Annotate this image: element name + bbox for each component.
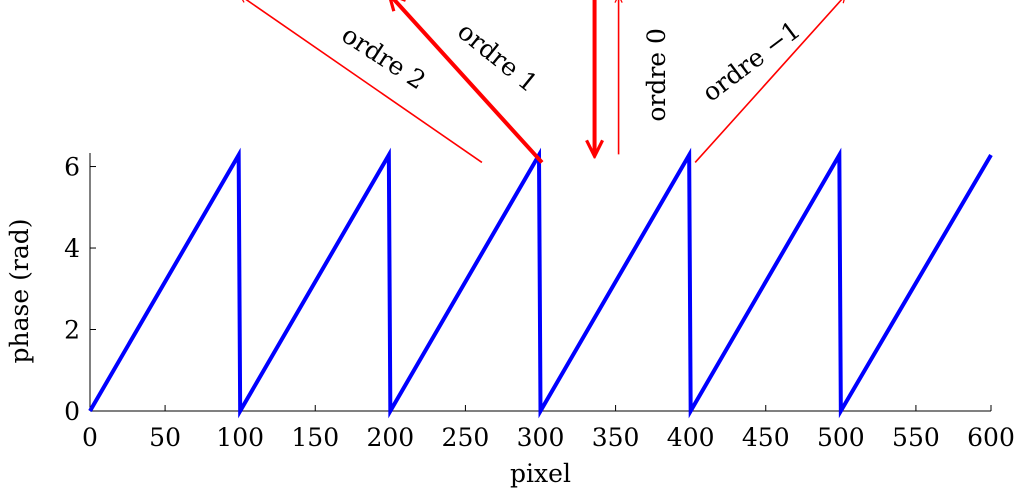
diffraction-order-arrow: [240, 0, 483, 164]
diffraction-order-label: ordre 0: [642, 28, 671, 122]
x-tick-label: 500: [817, 423, 865, 452]
x-tick-label: 150: [291, 423, 339, 452]
phase-sawtooth-line: [88, 147, 993, 419]
diffraction-annotations: ordre 0 ordre 1 ordre 2 ordre −1: [240, 0, 845, 164]
y-tick-label: 4: [64, 234, 80, 263]
x-tick-label: 350: [592, 423, 640, 452]
x-tick-label: 250: [442, 423, 490, 452]
x-tick-label: 400: [667, 423, 715, 452]
diffraction-order-label: ordre −1: [697, 15, 806, 107]
x-tick-label: 100: [216, 423, 264, 452]
x-tick-label: 300: [517, 423, 565, 452]
y-tick-label: 6: [64, 153, 80, 182]
x-axis-ticks: 0 50 100 150 200 250 300 350 400 450 500 550 600: [82, 405, 1015, 452]
diffraction-order-arrow: [694, 0, 845, 163]
x-axis-label: pixel: [510, 459, 571, 488]
diffraction-order-label: ordre 2: [337, 20, 431, 95]
x-tick-label: 450: [742, 423, 790, 452]
diffraction-order-label: ordre 1: [452, 16, 543, 97]
x-tick-label: 600: [967, 423, 1015, 452]
x-tick-label: 50: [149, 423, 181, 452]
y-axis-ticks: 0 2 4 6: [64, 153, 96, 426]
y-axis-label: phase (rad): [5, 219, 34, 364]
x-tick-label: 0: [82, 423, 98, 452]
y-tick-label: 0: [64, 397, 80, 426]
diffraction-order-arrow: [390, 0, 544, 164]
x-tick-label: 550: [892, 423, 940, 452]
series-layer: [88, 147, 993, 419]
x-tick-label: 200: [366, 423, 414, 452]
y-tick-label: 2: [64, 316, 80, 345]
